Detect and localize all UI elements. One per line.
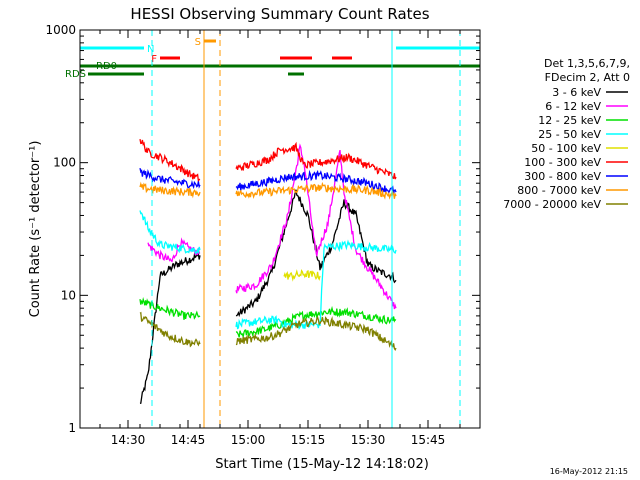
series-line-25-50-kev-part-1 bbox=[235, 239, 397, 331]
legend-label-800-7000-kev: 800 - 7000 keV bbox=[517, 184, 601, 197]
series-line-3-6-kev-part-0 bbox=[139, 252, 201, 405]
x-tick-label-15-00: 15:00 bbox=[231, 433, 266, 447]
legend-label-50-100-kev: 50 - 100 keV bbox=[531, 142, 601, 155]
series-12-25-kev bbox=[139, 296, 397, 339]
plot-frame bbox=[79, 29, 481, 429]
flag-rd0: RD0 bbox=[80, 61, 480, 72]
series-line-300-800-kev-part-1 bbox=[235, 169, 397, 195]
legend-label-6-12-kev: 6 - 12 keV bbox=[545, 100, 601, 113]
flag-f: F bbox=[151, 54, 352, 65]
legend-item-12-25-kev: 12 - 25 keV bbox=[538, 114, 628, 127]
axis-layer: 14:30 14:45 15:00 15:15 15:30 15:45 1 10 100 1000 bbox=[45, 23, 481, 447]
y-tick-label-10: 10 bbox=[61, 288, 76, 302]
series-line-6-12-kev-part-1 bbox=[235, 143, 397, 310]
flag-s: S bbox=[195, 37, 216, 48]
legend-item-6-12-kev: 6 - 12 keV bbox=[545, 100, 628, 113]
legend-label-12-25-kev: 12 - 25 keV bbox=[538, 114, 601, 127]
series-3-6-kev bbox=[139, 189, 397, 405]
flag-label-s: S bbox=[195, 37, 201, 48]
legend-item-50-100-kev: 50 - 100 keV bbox=[531, 142, 628, 155]
flag-label-rd0: RD0 bbox=[96, 61, 117, 72]
series-line-7000-20000-kev-part-1 bbox=[235, 315, 397, 351]
flag-label-n: N bbox=[147, 44, 154, 55]
series-line-7000-20000-kev-part-0 bbox=[139, 311, 201, 348]
footer-stamp: 16-May-2012 21:15 bbox=[550, 467, 628, 476]
x-tick-label-15-30: 15:30 bbox=[351, 433, 386, 447]
x-axis-label: Start Time (15-May-12 14:18:02) bbox=[215, 457, 429, 472]
chart-title: HESSI Observing Summary Count Rates bbox=[130, 5, 429, 23]
flag-layer: N S F RD0 RDS bbox=[65, 37, 480, 80]
series-line-25-50-kev-part-0 bbox=[139, 210, 201, 255]
series-100-300-kev bbox=[139, 138, 397, 184]
series-800-7000-kev bbox=[139, 181, 397, 200]
series-50-100-kev bbox=[283, 268, 321, 282]
flag-rds: RDS bbox=[65, 69, 304, 80]
series-line-12-25-kev-part-1 bbox=[235, 305, 397, 339]
x-tick-label-15-45: 15:45 bbox=[411, 433, 446, 447]
series-line-100-300-kev-part-1 bbox=[235, 141, 397, 180]
y-tick-label-1: 1 bbox=[68, 421, 76, 435]
series-line-800-7000-kev-part-1 bbox=[235, 181, 397, 200]
legend-label-25-50-kev: 25 - 50 keV bbox=[538, 128, 601, 141]
legend-label-7000-20000-kev: 7000 - 20000 keV bbox=[503, 198, 601, 211]
legend-label-100-300-kev: 100 - 300 keV bbox=[524, 156, 601, 169]
legend-item-300-800-kev: 300 - 800 keV bbox=[524, 170, 628, 183]
vertical-marker-layer bbox=[79, 30, 461, 428]
legend-item-25-50-kev: 25 - 50 keV bbox=[538, 128, 628, 141]
legend-item-7000-20000-kev: 7000 - 20000 keV bbox=[503, 198, 628, 211]
legend-label-3-6-kev: 3 - 6 keV bbox=[552, 86, 601, 99]
y-tick-label-100: 100 bbox=[53, 156, 76, 170]
legend-label-300-800-kev: 300 - 800 keV bbox=[524, 170, 601, 183]
legend-header-line-1: Det 1,3,5,6,7,9, bbox=[544, 57, 630, 70]
series-line-800-7000-kev-part-0 bbox=[139, 181, 201, 199]
x-tick-label-14-30: 14:30 bbox=[111, 433, 146, 447]
legend-item-3-6-kev: 3 - 6 keV bbox=[552, 86, 628, 99]
x-tick-label-15-15: 15:15 bbox=[291, 433, 326, 447]
flag-n: N bbox=[80, 44, 480, 55]
legend-item-800-7000-kev: 800 - 7000 keV bbox=[517, 184, 628, 197]
series-line-300-800-kev-part-0 bbox=[139, 167, 201, 190]
series-line-12-25-kev-part-0 bbox=[139, 296, 201, 320]
legend-header-line-2: FDecim 2, Att 0 bbox=[545, 71, 630, 84]
y-axis-label: Count Rate (s⁻¹ detector⁻¹) bbox=[28, 141, 43, 318]
series-line-100-300-kev-part-0 bbox=[139, 138, 201, 184]
series-7000-20000-kev bbox=[139, 311, 397, 351]
x-tick-label-14-45: 14:45 bbox=[171, 433, 206, 447]
y-tick-label-1000: 1000 bbox=[45, 23, 76, 37]
series-25-50-kev bbox=[139, 210, 397, 331]
legend-item-100-300-kev: 100 - 300 keV bbox=[524, 156, 628, 169]
flag-label-f: F bbox=[151, 54, 157, 65]
data-layer bbox=[139, 138, 397, 405]
series-300-800-kev bbox=[139, 167, 397, 195]
flag-label-rds: RDS bbox=[65, 69, 86, 80]
series-line-50-100-kev-part-0 bbox=[283, 268, 321, 282]
